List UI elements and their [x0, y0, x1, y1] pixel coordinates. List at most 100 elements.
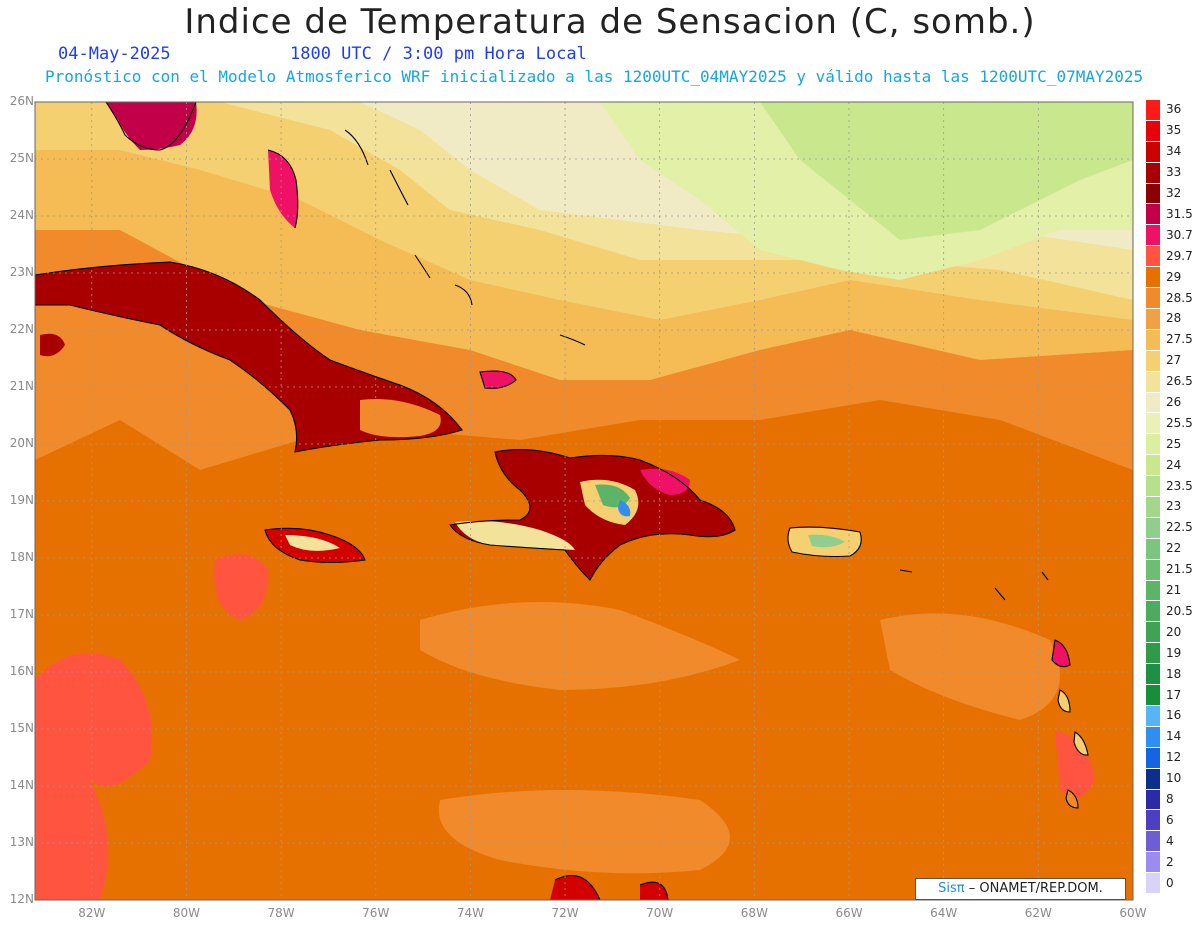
colorbar-label: 27 [1166, 353, 1182, 368]
isla-juventud [40, 333, 65, 357]
band-28-south2 [438, 790, 730, 874]
colorbar-cell [1145, 496, 1161, 518]
colorbar-cell [1145, 391, 1161, 414]
colorbar-cell [1145, 621, 1161, 644]
colorbar-label: 4 [1166, 833, 1174, 848]
forecast-date: 04-May-2025 [58, 44, 171, 64]
colorbar-cell [1145, 663, 1161, 686]
lon-label: 66W [835, 906, 863, 920]
colorbar-cell [1145, 830, 1161, 853]
colorbar-label: 8 [1166, 791, 1174, 806]
lon-label: 74W [456, 906, 484, 920]
colorbar-cell [1145, 370, 1161, 393]
lat-label: 23N [9, 265, 34, 279]
lon-label: 60W [1119, 906, 1147, 920]
credit-label: – ONAMET/REP.DOM. [968, 881, 1103, 896]
colorbar-label: 26 [1166, 394, 1182, 409]
jamaica-highlands [285, 535, 340, 551]
colorbar-cell [1145, 704, 1161, 727]
colorbar-label: 26.5 [1166, 374, 1193, 389]
andros-island [268, 150, 298, 228]
lat-label: 22N [9, 322, 34, 336]
band-24 [760, 102, 1133, 240]
colorbar-cell [1145, 516, 1161, 539]
colorbar-cell [1145, 558, 1161, 581]
colorbar-label: 6 [1166, 812, 1174, 827]
colorbar-label: 0 [1166, 875, 1174, 890]
colorbar-cell [1145, 266, 1161, 289]
colorbar-cell [1145, 99, 1161, 121]
puerto-rico-highlands [808, 534, 845, 548]
colorbar-cell [1145, 224, 1161, 247]
colorbar-label: 29.7 [1166, 248, 1193, 263]
colorbar-label: 20 [1166, 624, 1182, 639]
colorbar-cell [1145, 412, 1161, 435]
colorbar-label: 33 [1166, 165, 1182, 180]
colorbar-label: 31.5 [1166, 206, 1193, 221]
colorbar-cell [1145, 433, 1161, 456]
colorbar [1145, 99, 1163, 894]
colorbar-label: 22.5 [1166, 520, 1193, 535]
colorbar-cell [1145, 454, 1161, 477]
lon-label: 72W [551, 906, 579, 920]
colorbar-cell [1145, 537, 1161, 560]
colorbar-cell [1145, 287, 1161, 309]
lon-label: 82W [78, 906, 106, 920]
colorbar-label: 28.5 [1166, 290, 1193, 305]
colorbar-cell [1145, 809, 1161, 832]
colorbar-cell [1145, 872, 1161, 894]
patch-central [214, 554, 269, 620]
colorbar-cell [1145, 600, 1161, 623]
colorbar-label: 29 [1166, 269, 1182, 284]
colorbar-cell [1145, 140, 1161, 163]
lat-label: 26N [9, 94, 34, 108]
colorbar-label: 36 [1166, 102, 1182, 117]
colorbar-label: 34 [1166, 144, 1182, 159]
colorbar-label: 10 [1166, 771, 1182, 786]
lat-label: 18N [9, 550, 34, 564]
lon-label: 70W [646, 906, 674, 920]
guadeloupe [1052, 640, 1070, 667]
forecast-time: 1800 UTC / 3:00 pm Hora Local [290, 44, 587, 64]
band-28-east [880, 613, 1060, 720]
colorbar-label: 20.5 [1166, 603, 1193, 618]
colorbar-label: 14 [1166, 729, 1182, 744]
haiti-south-highlands [455, 521, 575, 550]
colorbar-cell [1145, 349, 1161, 372]
lat-label: 25N [9, 151, 34, 165]
colorbar-label: 24 [1166, 457, 1182, 472]
colorbar-label: 18 [1166, 666, 1182, 681]
colorbar-label: 21.5 [1166, 562, 1193, 577]
lon-label: 68W [740, 906, 768, 920]
colorbar-label: 22 [1166, 541, 1182, 556]
colorbar-cell [1145, 245, 1161, 268]
colorbar-label: 21 [1166, 583, 1182, 598]
colorbar-label: 17 [1166, 687, 1182, 702]
cordillera-septentrional [640, 468, 690, 495]
lon-label: 76W [362, 906, 390, 920]
credit-box: Sisπ – ONAMET/REP.DOM. [915, 878, 1126, 900]
lon-label: 64W [930, 906, 958, 920]
map-field [35, 102, 1133, 900]
colorbar-label: 35 [1166, 123, 1182, 138]
colorbar-label: 32 [1166, 186, 1182, 201]
colorbar-cell [1145, 746, 1161, 769]
colorbar-cell [1145, 119, 1161, 142]
colorbar-label: 25.5 [1166, 415, 1193, 430]
lat-label: 17N [9, 607, 34, 621]
lat-label: 14N [9, 778, 34, 792]
lat-label: 19N [9, 493, 34, 507]
colorbar-label: 2 [1166, 854, 1174, 869]
colorbar-cell [1145, 579, 1161, 602]
colorbar-cell [1145, 307, 1161, 330]
lon-label: 78W [267, 906, 295, 920]
colorbar-cell [1145, 788, 1161, 811]
colorbar-label: 12 [1166, 750, 1182, 765]
saint-lucia [1066, 790, 1078, 808]
plot-frame [34, 101, 1134, 901]
patch-antilles [1055, 730, 1095, 798]
colorbar-cell [1145, 851, 1161, 874]
colorbar-cell [1145, 203, 1161, 226]
cuba [35, 262, 462, 452]
